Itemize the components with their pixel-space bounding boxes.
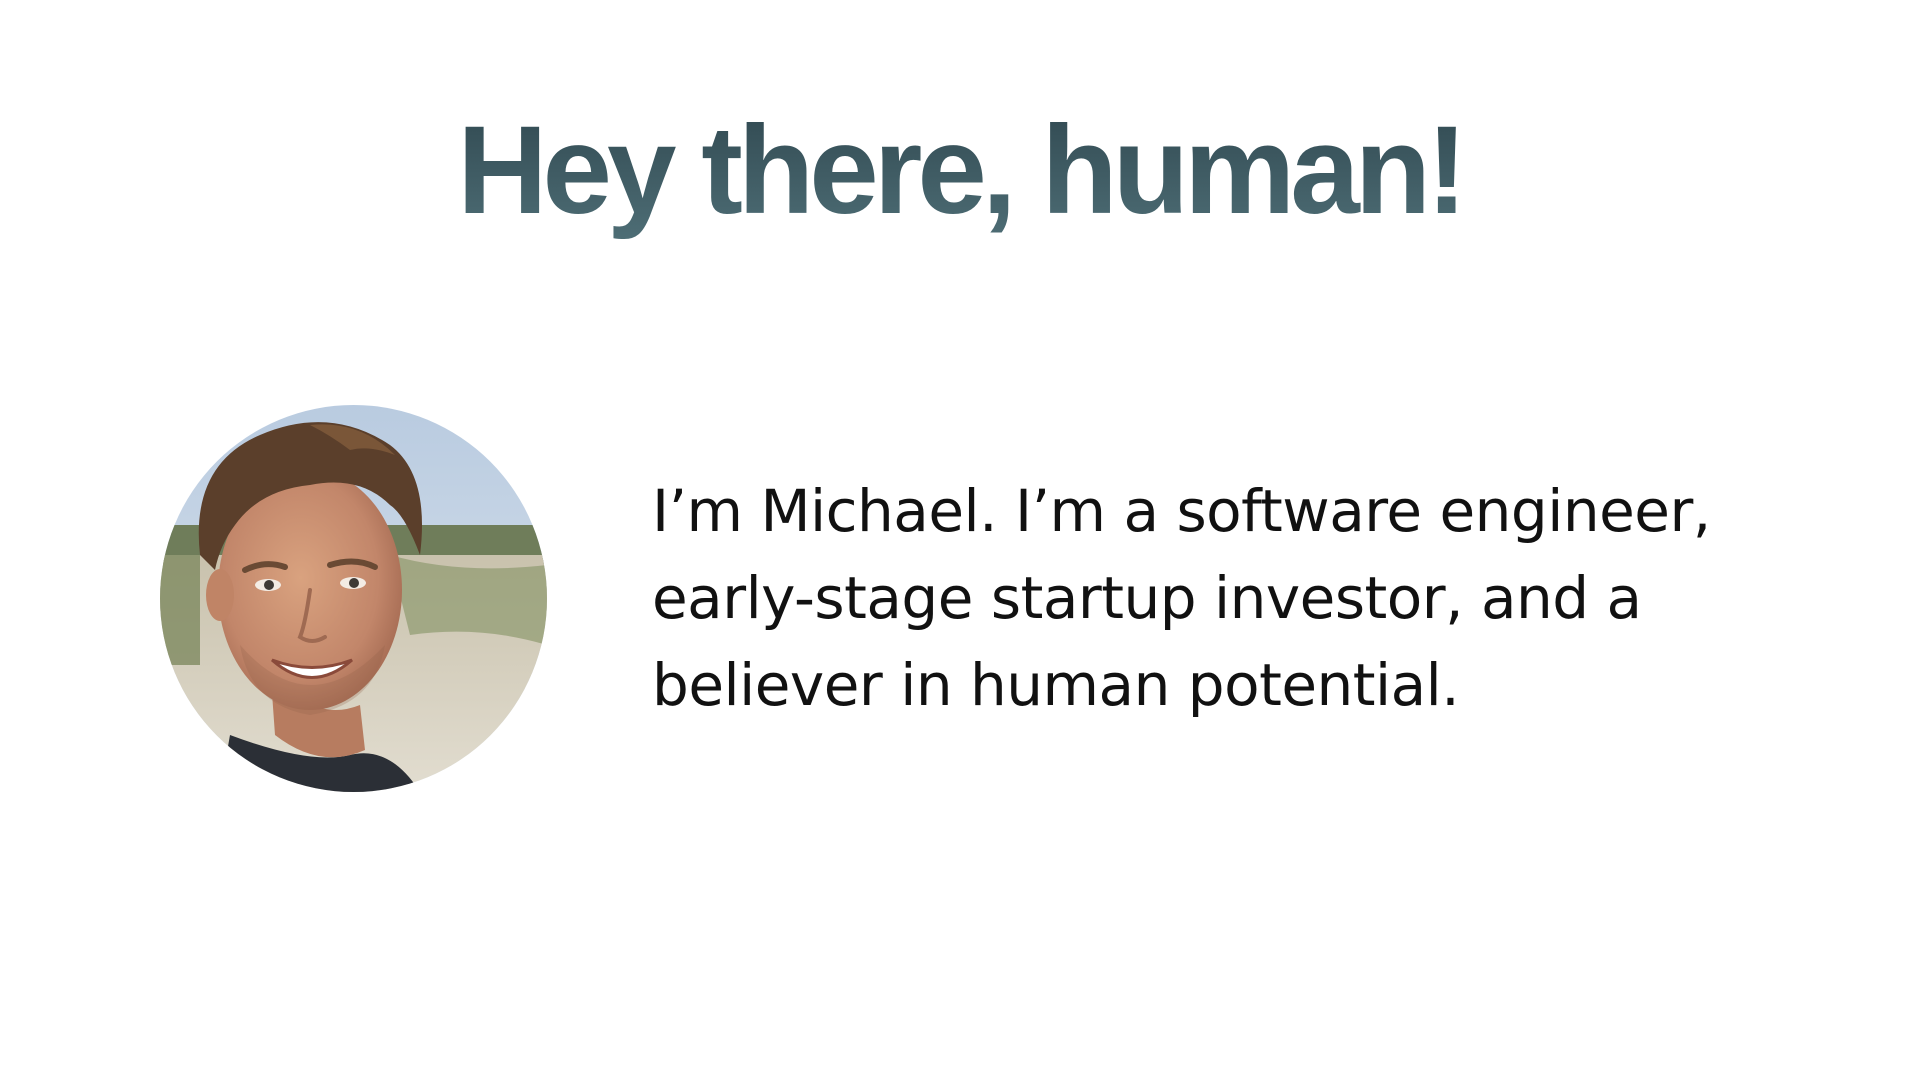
- portrait-photo-icon: [160, 405, 547, 792]
- page-title: Hey there, human!: [0, 96, 1920, 246]
- avatar: [160, 405, 547, 792]
- intro-paragraph: I’m Michael. I’m a software engineer, ea…: [652, 477, 1711, 719]
